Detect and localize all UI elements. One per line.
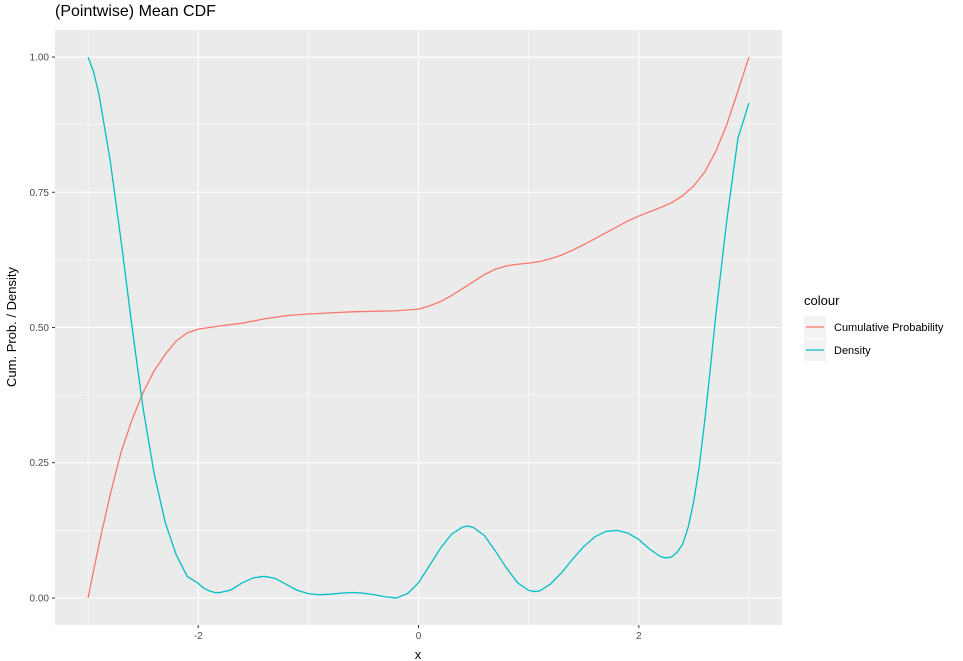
legend-label: Cumulative Probability [834,322,944,334]
x-axis: -2 0 2 [194,625,642,642]
x-tick-label: -2 [194,631,203,642]
y-tick-label: 1.00 [30,53,50,64]
y-axis: 0.00 0.25 0.50 0.75 1.00 [30,53,55,604]
legend-item: Cumulative Probability [804,316,944,338]
y-tick-label: 0.00 [30,593,50,604]
legend-title: colour [804,293,840,308]
legend-item: Density [804,339,871,361]
legend-label: Density [834,345,871,357]
y-tick-label: 0.50 [30,323,50,334]
legend: colour Cumulative Probability Density [804,293,944,361]
y-tick-label: 0.75 [30,188,50,199]
x-tick-label: 0 [416,631,422,642]
major-gridlines [55,30,782,625]
y-axis-title: Cum. Prob. / Density [4,267,19,387]
series-layer [87,56,750,599]
legend-items: Cumulative Probability Density [804,316,944,361]
chart-title: (Pointwise) Mean CDF [55,3,216,20]
y-tick-label: 0.25 [30,458,50,469]
x-tick-label: 2 [636,631,642,642]
series-line-density [87,56,750,599]
x-axis-title: x [415,647,422,661]
series-line-cumulative-probability [87,56,750,599]
